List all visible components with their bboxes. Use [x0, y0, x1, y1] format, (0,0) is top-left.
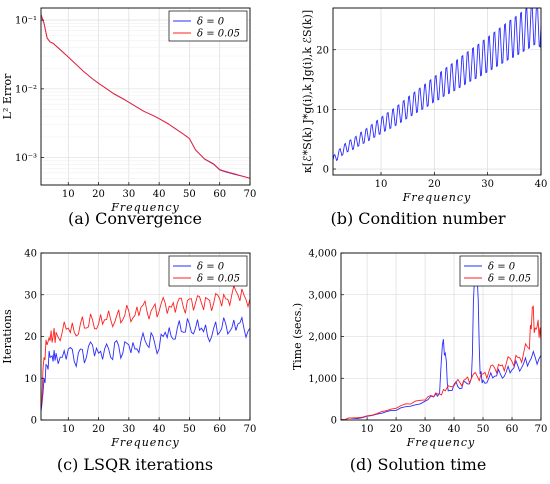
y-tick-label: 10⁻¹	[15, 16, 37, 27]
y-tick-label: 40	[24, 249, 37, 260]
series-group	[41, 284, 250, 412]
plot-frame	[40, 7, 251, 186]
y-tick-label: 20	[316, 45, 329, 56]
series-line-delta-0	[341, 267, 541, 420]
legend-label: δ = 0.05	[197, 29, 240, 40]
x-tick-label: 30	[122, 189, 135, 200]
x-tick-label: 20	[428, 179, 441, 190]
x-tick-label: 50	[477, 424, 490, 435]
x-tick-label: 50	[183, 424, 196, 435]
y-tick-label: 10	[24, 374, 37, 385]
x-axis-label: Frequency	[110, 436, 180, 449]
series-group	[333, 8, 541, 162]
caption-c: (c) LSQR iterations	[57, 455, 213, 474]
x-tick-label: 30	[481, 179, 494, 190]
panel-a: 10 20 30 40 50 60 70 10⁻¹ 10⁻² 10⁻³ Frequency L² Er…	[1, 7, 257, 214]
series-line-kappa	[333, 8, 541, 162]
y-axis-label: Time (secs.)	[291, 303, 304, 370]
x-tick-label: 40	[153, 189, 166, 200]
y-axis-label: L² Error	[1, 73, 14, 119]
caption-a: (a) Convergence	[68, 209, 202, 228]
legend: δ = 0δ = 0.05	[459, 255, 539, 287]
y-tick-label: 2,000	[308, 332, 337, 343]
series-line-delta-1	[41, 284, 250, 408]
x-tick-label: 20	[92, 424, 105, 435]
x-tick-label: 40	[448, 424, 461, 435]
x-tick-label: 70	[244, 424, 257, 435]
x-tick-label: 60	[213, 424, 226, 435]
legend-label: δ = 0	[197, 262, 225, 273]
legend-box	[168, 255, 248, 287]
legend-label: δ = 0	[197, 17, 225, 28]
x-tick-label: 10	[62, 189, 75, 200]
y-axis-label: Iterations	[1, 309, 14, 364]
y-tick-label: 4,000	[308, 249, 337, 260]
legend: δ = 0δ = 0.05	[168, 255, 248, 287]
x-axis-label: Frequency	[406, 436, 476, 449]
series-line-delta-0	[41, 315, 250, 412]
x-tick-label: 30	[419, 424, 432, 435]
y-tick-label: 30	[24, 290, 37, 301]
x-tick-label: 40	[535, 179, 548, 190]
x-tick-label: 60	[213, 189, 226, 200]
y-tick-label: 3,000	[308, 290, 337, 301]
x-tick-label: 60	[506, 424, 519, 435]
x-tick-label: 50	[183, 189, 196, 200]
legend-label: δ = 0.05	[488, 274, 531, 285]
caption-d: (d) Solution time	[350, 455, 487, 474]
x-tick-label: 20	[390, 424, 403, 435]
y-tick-label: 10⁻³	[15, 153, 37, 164]
y-tick-label: 0	[331, 416, 337, 427]
legend-label: δ = 0.05	[197, 274, 240, 285]
x-tick-label: 40	[153, 424, 166, 435]
series-group	[41, 14, 250, 179]
caption-b: (b) Condition number	[330, 209, 505, 228]
y-tick-label: 10⁻²	[15, 84, 37, 95]
panel-d: 10 20 30 40 50 60 70 0 1,000 2,000 3,000 4,000 Frequ…	[291, 249, 547, 450]
y-tick-label: 0	[323, 165, 329, 176]
plot-frame	[332, 7, 542, 176]
y-axis-label: κ[ℰ*S(k) J*g(i),k Jg(i),k ℰS(k)]	[301, 10, 314, 173]
legend-box	[459, 255, 539, 287]
y-tick-label: 10	[316, 105, 329, 116]
series-line-delta-1	[341, 305, 541, 420]
panel-c: 10 20 30 40 50 60 70010203040FrequencyIteratio…	[1, 249, 256, 450]
x-axis-label: Frequency	[402, 191, 472, 204]
series-group	[341, 267, 541, 420]
legend: δ = 0δ = 0.05	[168, 10, 248, 42]
series-line-delta-1	[41, 14, 250, 179]
y-tick-label: 20	[24, 332, 37, 343]
legend-label: δ = 0	[488, 262, 516, 273]
x-tick-label: 70	[244, 189, 257, 200]
x-tick-label: 30	[122, 424, 135, 435]
x-axis-label: Frequency	[110, 201, 180, 214]
legend-box	[168, 10, 248, 42]
x-tick-label: 70	[535, 424, 548, 435]
y-tick-label: 1,000	[308, 374, 337, 385]
y-tick-label: 0	[31, 416, 37, 427]
x-tick-label: 20	[92, 189, 105, 200]
x-tick-label: 10	[361, 424, 374, 435]
x-tick-label: 10	[375, 179, 388, 190]
x-tick-label: 10	[62, 424, 75, 435]
